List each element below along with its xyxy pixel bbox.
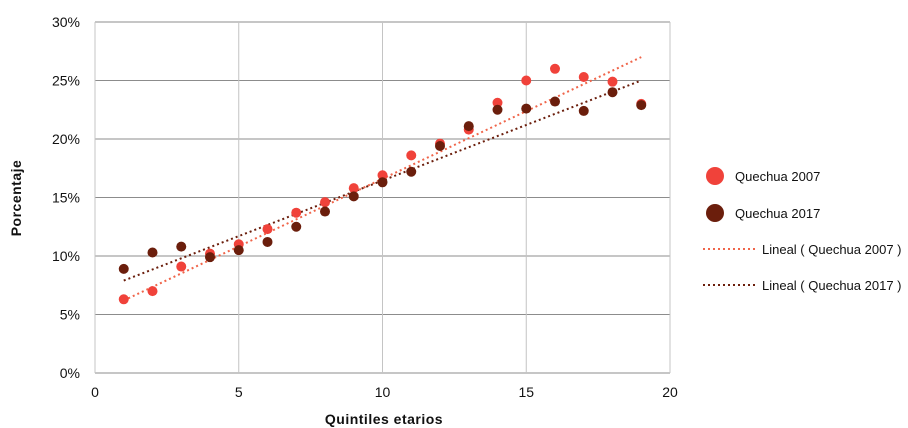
data-point-series-1 (406, 150, 417, 161)
y-tick-label: 5% (60, 307, 80, 323)
legend: Quechua 2007 Quechua 2017 Lineal ( Quechua… (703, 167, 901, 293)
data-point-series-2 (607, 87, 618, 98)
x-tick-label: 0 (91, 384, 99, 400)
data-point-series-1 (262, 224, 273, 235)
data-points (118, 63, 647, 305)
x-tick-label: 20 (662, 384, 678, 400)
y-tick-label: 25% (52, 73, 80, 89)
data-point-series-2 (406, 166, 417, 177)
data-point-series-1 (291, 207, 302, 218)
data-point-series-1 (176, 261, 187, 272)
y-tick-label: 10% (52, 248, 80, 264)
y-tick-label: 0% (60, 365, 80, 381)
data-point-series-2 (118, 263, 129, 274)
data-point-series-1 (578, 71, 589, 82)
data-point-series-1 (377, 170, 388, 181)
legend-label: Quechua 2017 (735, 206, 820, 221)
x-axis-title: Quintiles etarios (325, 411, 443, 427)
axis-tick-labels: 0% 5% 10% 15% 20% 25% 30% 0 5 10 15 20 (52, 14, 678, 400)
data-point-series-2 (578, 105, 589, 116)
data-point-series-2 (463, 121, 474, 132)
data-point-series-2 (521, 103, 532, 114)
data-point-series-2 (435, 141, 445, 152)
data-point-series-2 (176, 241, 187, 252)
data-point-series-2 (550, 96, 560, 107)
x-tick-label: 10 (375, 384, 391, 400)
legend-label: Lineal ( Quechua 2017 ) (762, 278, 901, 293)
data-point-series-2 (233, 245, 244, 256)
data-point-series-2 (636, 100, 647, 111)
data-point-series-2 (348, 191, 359, 202)
data-point-series-1 (118, 294, 129, 305)
legend-marker (706, 167, 724, 185)
y-axis-title: Porcentaje (8, 160, 24, 237)
data-point-series-2 (205, 252, 215, 263)
data-point-series-1 (521, 75, 532, 86)
data-point-series-1 (147, 286, 158, 297)
data-point-series-1 (320, 197, 330, 208)
data-point-series-1 (348, 183, 359, 194)
y-tick-label: 20% (52, 131, 80, 147)
data-point-series-2 (262, 236, 273, 247)
y-tick-label: 15% (52, 190, 80, 206)
y-tick-label: 30% (52, 14, 80, 30)
legend-label: Quechua 2007 (735, 169, 820, 184)
data-point-series-2 (320, 206, 330, 217)
data-point-series-2 (147, 247, 158, 258)
legend-marker (706, 204, 724, 222)
data-point-series-2 (291, 221, 302, 232)
data-point-series-2 (377, 177, 388, 188)
data-point-series-1 (550, 63, 560, 74)
data-point-series-1 (492, 97, 503, 108)
data-point-series-2 (492, 104, 503, 115)
legend-label: Lineal ( Quechua 2007 ) (762, 242, 901, 257)
x-tick-label: 15 (518, 384, 534, 400)
x-tick-label: 5 (235, 384, 243, 400)
data-point-series-1 (607, 76, 618, 87)
